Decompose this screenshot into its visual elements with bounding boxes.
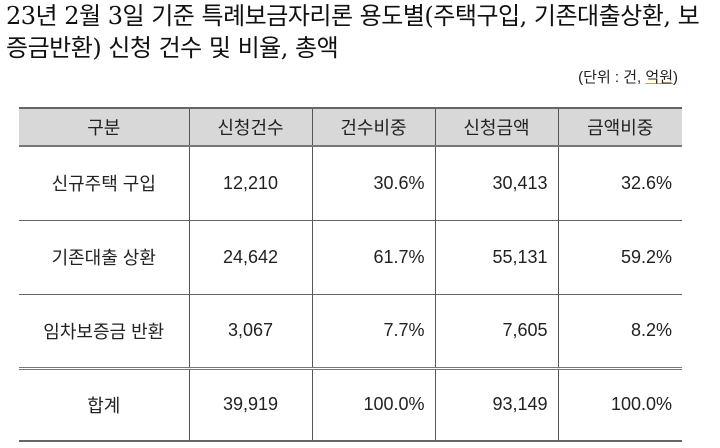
title-line-2: 증금반환) 신청 건수 및 비율, 총액 bbox=[6, 34, 339, 62]
row-count: 12,210 bbox=[188, 146, 312, 220]
row-amount: 7,605 bbox=[434, 294, 558, 368]
row-amount-share: 59.2% bbox=[557, 220, 682, 294]
row-count: 24,642 bbox=[188, 220, 312, 294]
total-count: 39,919 bbox=[188, 368, 312, 441]
header-count-share: 건수비중 bbox=[311, 108, 435, 146]
unit-note: (단위 : 건, 억원) bbox=[578, 66, 678, 87]
total-label: 합계 bbox=[87, 395, 121, 416]
row-category: 임차보증금 반환 bbox=[43, 321, 165, 342]
unit-prefix: (단위 : 건, bbox=[578, 69, 646, 86]
document-title: 23년 2월 3일 기준 특례보금자리론 용도별(주택구입, 기존대출상환, 보… bbox=[6, 0, 718, 64]
total-amount-share: 100.0% bbox=[557, 368, 682, 441]
total-amount: 93,149 bbox=[434, 368, 558, 441]
row-amount-share: 8.2% bbox=[557, 294, 682, 368]
unit-suffix: ) bbox=[673, 69, 678, 86]
row-amount: 55,131 bbox=[434, 220, 558, 294]
unit-underlined: 억원 bbox=[645, 69, 673, 86]
row-count-share: 7.7% bbox=[311, 294, 435, 368]
total-count-share: 100.0% bbox=[311, 368, 435, 441]
application-table: 구분 신청건수 건수비중 신청금액 금액비중 신규주택 구입 12,210 30… bbox=[19, 107, 682, 442]
header-amount: 신청금액 bbox=[434, 108, 558, 146]
header-category: 구분 bbox=[87, 118, 121, 138]
row-count-share: 30.6% bbox=[311, 146, 435, 220]
row-category: 신규주택 구입 bbox=[51, 174, 156, 195]
title-line-1: 23년 2월 3일 기준 특례보금자리론 용도별(주택구입, 기존대출상환, 보 bbox=[6, 2, 700, 30]
row-count: 3,067 bbox=[188, 294, 312, 368]
table-row: 임차보증금 반환 3,067 7.7% 7,605 8.2% bbox=[19, 294, 682, 368]
table-row: 기존대출 상환 24,642 61.7% 55,131 59.2% bbox=[19, 220, 682, 294]
row-category: 기존대출 상환 bbox=[51, 248, 156, 268]
header-count: 신청건수 bbox=[188, 108, 312, 146]
table-row: 신규주택 구입 12,210 30.6% 30,413 32.6% bbox=[19, 146, 682, 220]
header-amount-share: 금액비중 bbox=[557, 108, 682, 146]
row-amount: 30,413 bbox=[434, 146, 558, 220]
total-row: 합계 39,919 100.0% 93,149 100.0% bbox=[19, 368, 682, 441]
header-row: 구분 신청건수 건수비중 신청금액 금액비중 bbox=[19, 108, 682, 146]
row-count-share: 61.7% bbox=[311, 220, 435, 294]
row-amount-share: 32.6% bbox=[557, 146, 682, 220]
